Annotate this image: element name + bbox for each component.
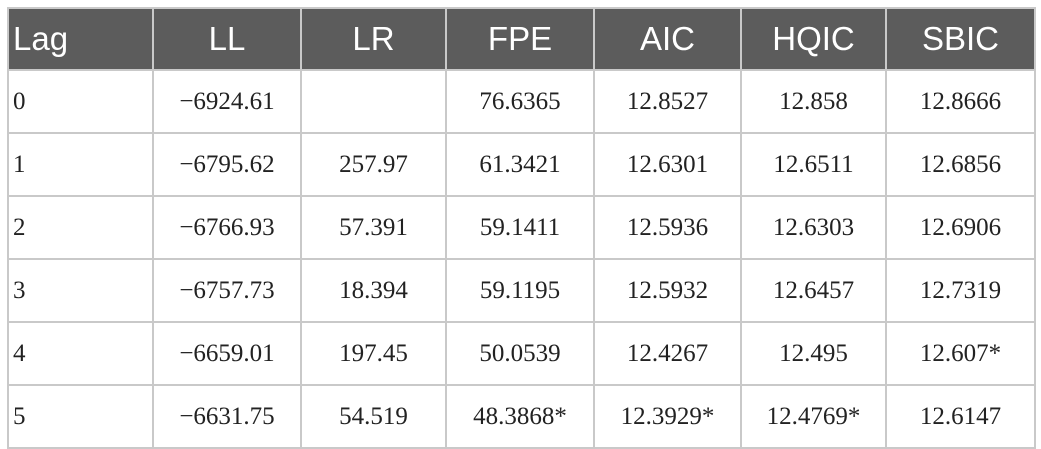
- column-header: LR: [300, 7, 447, 71]
- table-cell: 12.5932: [593, 258, 742, 323]
- table-cell: 59.1411: [445, 195, 595, 260]
- table-cell: 12.4267: [593, 321, 742, 386]
- table-row: 2 −6766.93 57.391 59.1411 12.5936 12.6303 12.6…: [7, 195, 1036, 260]
- table-cell: 12.6457: [740, 258, 887, 323]
- table-row: 1 −6795.62 257.97 61.3421 12.6301 12.6511 12.6…: [7, 132, 1036, 197]
- table-cell: 12.6303: [740, 195, 887, 260]
- table-cell: −6757.73: [152, 258, 302, 323]
- table-cell: −6659.01: [152, 321, 302, 386]
- table-cell: 12.7319: [885, 258, 1036, 323]
- table-cell: −6795.62: [152, 132, 302, 197]
- table-cell: 3: [7, 258, 154, 323]
- table-cell: 12.6301: [593, 132, 742, 197]
- table-cell: 50.0539: [445, 321, 595, 386]
- table-cell: 12.858: [740, 69, 887, 134]
- column-header: LL: [152, 7, 302, 71]
- column-header: SBIC: [885, 7, 1036, 71]
- table-cell: −6631.75: [152, 384, 302, 449]
- table-cell: 12.6147: [885, 384, 1036, 449]
- table-cell: 54.519: [300, 384, 447, 449]
- column-header: AIC: [593, 7, 742, 71]
- table-cell: 257.97: [300, 132, 447, 197]
- column-header: HQIC: [740, 7, 887, 71]
- table-body: 0 −6924.61 76.6365 12.8527 12.858 12.8666 1 −67…: [7, 69, 1036, 449]
- table-row: 4 −6659.01 197.45 50.0539 12.4267 12.495 12.60…: [7, 321, 1036, 386]
- table-cell: 61.3421: [445, 132, 595, 197]
- table-cell: 18.394: [300, 258, 447, 323]
- column-header: Lag: [7, 7, 154, 71]
- table-cell: 0: [7, 69, 154, 134]
- table-cell: 12.6906: [885, 195, 1036, 260]
- table-cell: 12.3929*: [593, 384, 742, 449]
- lag-table: Lag LL LR FPE AIC HQIC SBIC 0 −6924.61 76.6365 12…: [7, 7, 1036, 449]
- table-cell: 12.607*: [885, 321, 1036, 386]
- table-cell: 12.8666: [885, 69, 1036, 134]
- empty-cell: [300, 69, 447, 134]
- table-cell: 12.6511: [740, 132, 887, 197]
- table-cell: 197.45: [300, 321, 447, 386]
- table-cell: 4: [7, 321, 154, 386]
- table-cell: 48.3868*: [445, 384, 595, 449]
- header-row: Lag LL LR FPE AIC HQIC SBIC: [7, 7, 1036, 71]
- table-cell: −6766.93: [152, 195, 302, 260]
- table-cell: 59.1195: [445, 258, 595, 323]
- table-row: 0 −6924.61 76.6365 12.8527 12.858 12.8666: [7, 69, 1036, 134]
- table-cell: 12.6856: [885, 132, 1036, 197]
- column-header: FPE: [445, 7, 595, 71]
- table-row: 5 −6631.75 54.519 48.3868* 12.3929* 12.4769* 1…: [7, 384, 1036, 449]
- table-cell: 5: [7, 384, 154, 449]
- table-row: 3 −6757.73 18.394 59.1195 12.5932 12.6457 12.7…: [7, 258, 1036, 323]
- table-cell: 1: [7, 132, 154, 197]
- table-cell: 2: [7, 195, 154, 260]
- table-cell: 12.495: [740, 321, 887, 386]
- table-cell: 12.4769*: [740, 384, 887, 449]
- table-cell: 12.8527: [593, 69, 742, 134]
- table-cell: 12.5936: [593, 195, 742, 260]
- table-cell: 76.6365: [445, 69, 595, 134]
- table-cell: 57.391: [300, 195, 447, 260]
- table-cell: −6924.61: [152, 69, 302, 134]
